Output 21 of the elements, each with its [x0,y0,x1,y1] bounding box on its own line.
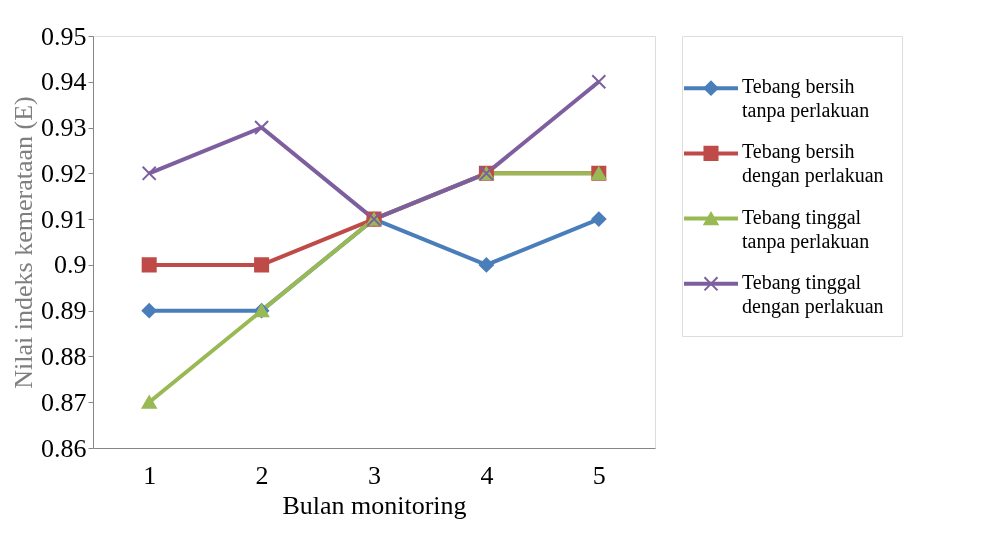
x-tick-label: 4 [480,460,494,490]
y-tick-label: 0.94 [41,67,87,97]
y-tick-label: 0.93 [41,113,87,143]
y-tick-label: 0.88 [41,341,87,371]
x-tick-label: 5 [592,460,606,490]
y-tick-label: 0.86 [41,433,87,463]
y-tick-label: 0.91 [41,204,87,234]
legend-label: Tebang bersih dengan perlakuan [742,140,884,188]
legend-label: Tebang bersih tanpa perlakuan [742,75,870,123]
x-tick-label: 3 [368,460,381,490]
y-tick-label: 0.89 [41,296,87,326]
x-axis-title: Bulan monitoring [282,490,467,520]
y-tick-label: 0.87 [41,387,87,417]
y-tick-label: 0.95 [41,21,87,51]
x-tick-label: 1 [143,460,157,490]
legend-label: Tebang tinggal tanpa perlakuan [742,205,870,253]
y-tick-label: 0.92 [41,158,87,188]
y-tick-label: 0.9 [54,250,87,280]
legend-label: Tebang tinggal dengan perlakuan [742,270,884,318]
y-axis-title: Nilai indeks kemerataan (E) [9,96,38,389]
x-tick-label: 2 [255,460,269,490]
